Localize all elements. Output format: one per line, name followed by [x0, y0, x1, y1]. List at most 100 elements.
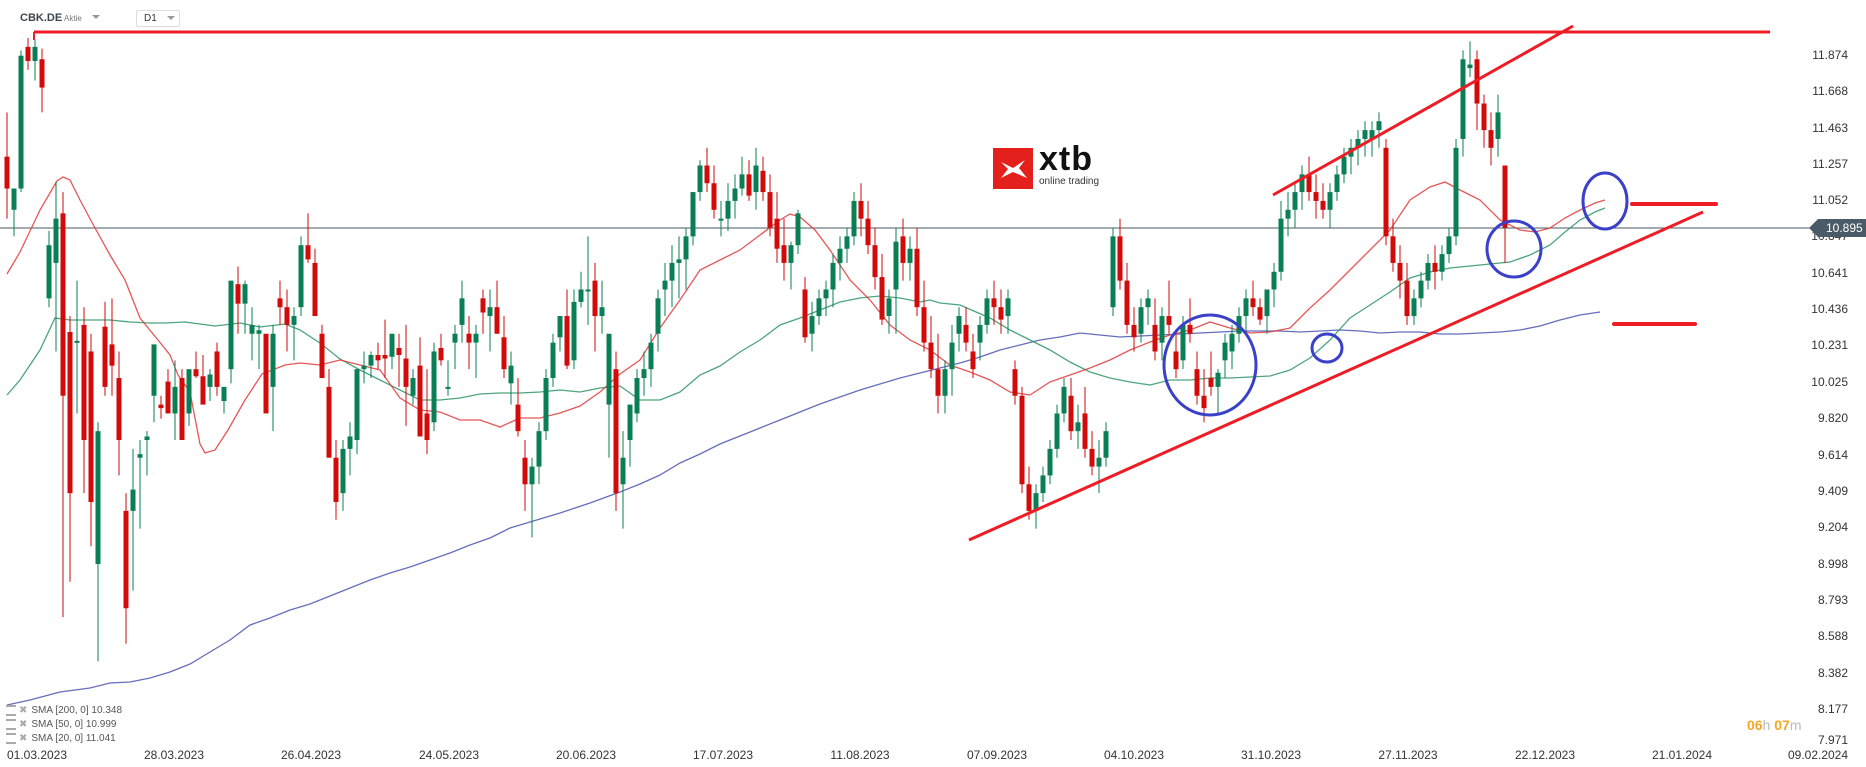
- candle-body: [977, 324, 983, 343]
- candle-body: [298, 245, 304, 308]
- price-axis-label: 11.257: [1812, 157, 1848, 171]
- settings-icon[interactable]: [6, 719, 16, 730]
- time-axis-label: 11.08.2023: [830, 748, 890, 762]
- candle-body: [88, 351, 94, 503]
- highlight-circle: [1485, 219, 1543, 279]
- price-axis-label: 7.971: [1817, 733, 1848, 747]
- chart-header: CBK.DE Aktie D1: [0, 0, 1866, 30]
- candle-body: [1180, 324, 1186, 361]
- candle-body: [1425, 262, 1431, 281]
- candle-body: [1089, 448, 1095, 467]
- candle-body: [18, 55, 24, 189]
- candle-body: [669, 262, 675, 281]
- candle-body: [809, 316, 815, 334]
- candle-body: [1187, 324, 1193, 334]
- candle-body: [564, 316, 570, 366]
- candle-body: [865, 218, 871, 246]
- indicator-legend-sma200[interactable]: ✖ SMA [200, 0] 10.348: [6, 705, 122, 716]
- candle-body: [1061, 386, 1067, 414]
- indicator-legend-sma50[interactable]: ✖ SMA [50, 0] 10.999: [6, 719, 116, 730]
- candle-body: [256, 330, 262, 334]
- candle-body: [11, 188, 17, 210]
- candle-body: [718, 218, 724, 221]
- candle-body: [585, 289, 591, 292]
- candle-body: [1250, 298, 1256, 308]
- candle-body: [144, 436, 150, 441]
- price-axis-label: 11.463: [1812, 121, 1848, 135]
- candle-body: [333, 457, 339, 503]
- time-axis-label: 20.06.2023: [555, 748, 617, 762]
- candle-body: [928, 342, 934, 370]
- candle-body: [914, 248, 920, 308]
- candle-body: [1264, 289, 1270, 317]
- candle-body: [396, 347, 402, 356]
- current-price-tag: 10.895: [1809, 219, 1866, 237]
- remove-indicator-icon[interactable]: ✖: [19, 705, 28, 717]
- indicator-label: SMA [20, 0] 11.041: [31, 733, 116, 745]
- highlight-circle: [1162, 313, 1258, 417]
- price-axis-label: 8.382: [1817, 666, 1848, 680]
- price-axis-label: 11.052: [1812, 193, 1848, 207]
- indicator-legend-sma20[interactable]: ✖ SMA [20, 0] 11.041: [6, 733, 116, 744]
- candle-body: [1103, 431, 1109, 458]
- candle-body: [634, 378, 640, 414]
- candle-body: [305, 245, 311, 260]
- symbol-dropdown-chevron-icon[interactable]: [92, 15, 100, 19]
- candle-body: [1446, 236, 1452, 255]
- settings-icon[interactable]: [6, 705, 16, 716]
- candle-body: [508, 365, 514, 384]
- candle-body: [242, 284, 248, 304]
- price-axis-label: 8.177: [1817, 702, 1848, 716]
- candle-body: [1110, 236, 1116, 308]
- candle-body: [1285, 209, 1291, 219]
- candle-body: [466, 333, 472, 343]
- candle-body: [550, 342, 556, 379]
- candle-body: [480, 298, 486, 313]
- candle-body: [921, 307, 927, 343]
- xtb-tagline: online trading: [1039, 176, 1100, 187]
- candle-body: [956, 316, 962, 334]
- candle-body: [1047, 448, 1053, 476]
- candle-body: [1194, 369, 1200, 396]
- candle-body: [375, 355, 381, 361]
- instrument-type-label: Aktie: [64, 14, 82, 23]
- candle-body: [1152, 324, 1158, 352]
- candle-body: [795, 213, 801, 246]
- candle-body: [970, 351, 976, 370]
- timeframe-select[interactable]: D1: [136, 10, 180, 27]
- candle-body: [1320, 200, 1326, 210]
- candle-body: [312, 262, 318, 317]
- candle-body: [165, 381, 171, 414]
- candle-body: [452, 333, 458, 343]
- candle-body: [410, 378, 416, 396]
- indicator-label: SMA [200, 0] 10.348: [31, 705, 123, 717]
- candle-body: [1411, 298, 1417, 317]
- candle-body: [1467, 64, 1473, 69]
- candle-body: [473, 333, 479, 343]
- candle-body: [277, 298, 283, 308]
- candle-body: [53, 218, 59, 263]
- settings-icon[interactable]: [6, 733, 16, 744]
- candle-body: [228, 280, 234, 370]
- indicator-label: SMA [50, 0] 10.999: [31, 719, 117, 731]
- candle-body: [32, 46, 38, 62]
- price-axis-label: 8.793: [1817, 593, 1848, 607]
- candle-body: [81, 324, 87, 441]
- candle-body: [676, 259, 682, 263]
- candle-body: [1488, 130, 1494, 148]
- timer-minutes-unit: m: [1789, 717, 1802, 733]
- candle-body: [529, 466, 535, 485]
- remove-indicator-icon[interactable]: ✖: [19, 733, 28, 745]
- symbol-label[interactable]: CBK.DE: [20, 12, 63, 24]
- candle-body: [1390, 236, 1396, 263]
- candle-body: [1068, 395, 1074, 432]
- candle-body: [872, 245, 878, 278]
- candle-body: [704, 165, 710, 184]
- candle-body: [1012, 369, 1018, 396]
- time-axis-label: 26.04.2023: [280, 748, 342, 762]
- candle-body: [1131, 324, 1137, 338]
- candle-body: [1306, 174, 1312, 193]
- candle-body: [1439, 254, 1445, 272]
- remove-indicator-icon[interactable]: ✖: [19, 719, 28, 731]
